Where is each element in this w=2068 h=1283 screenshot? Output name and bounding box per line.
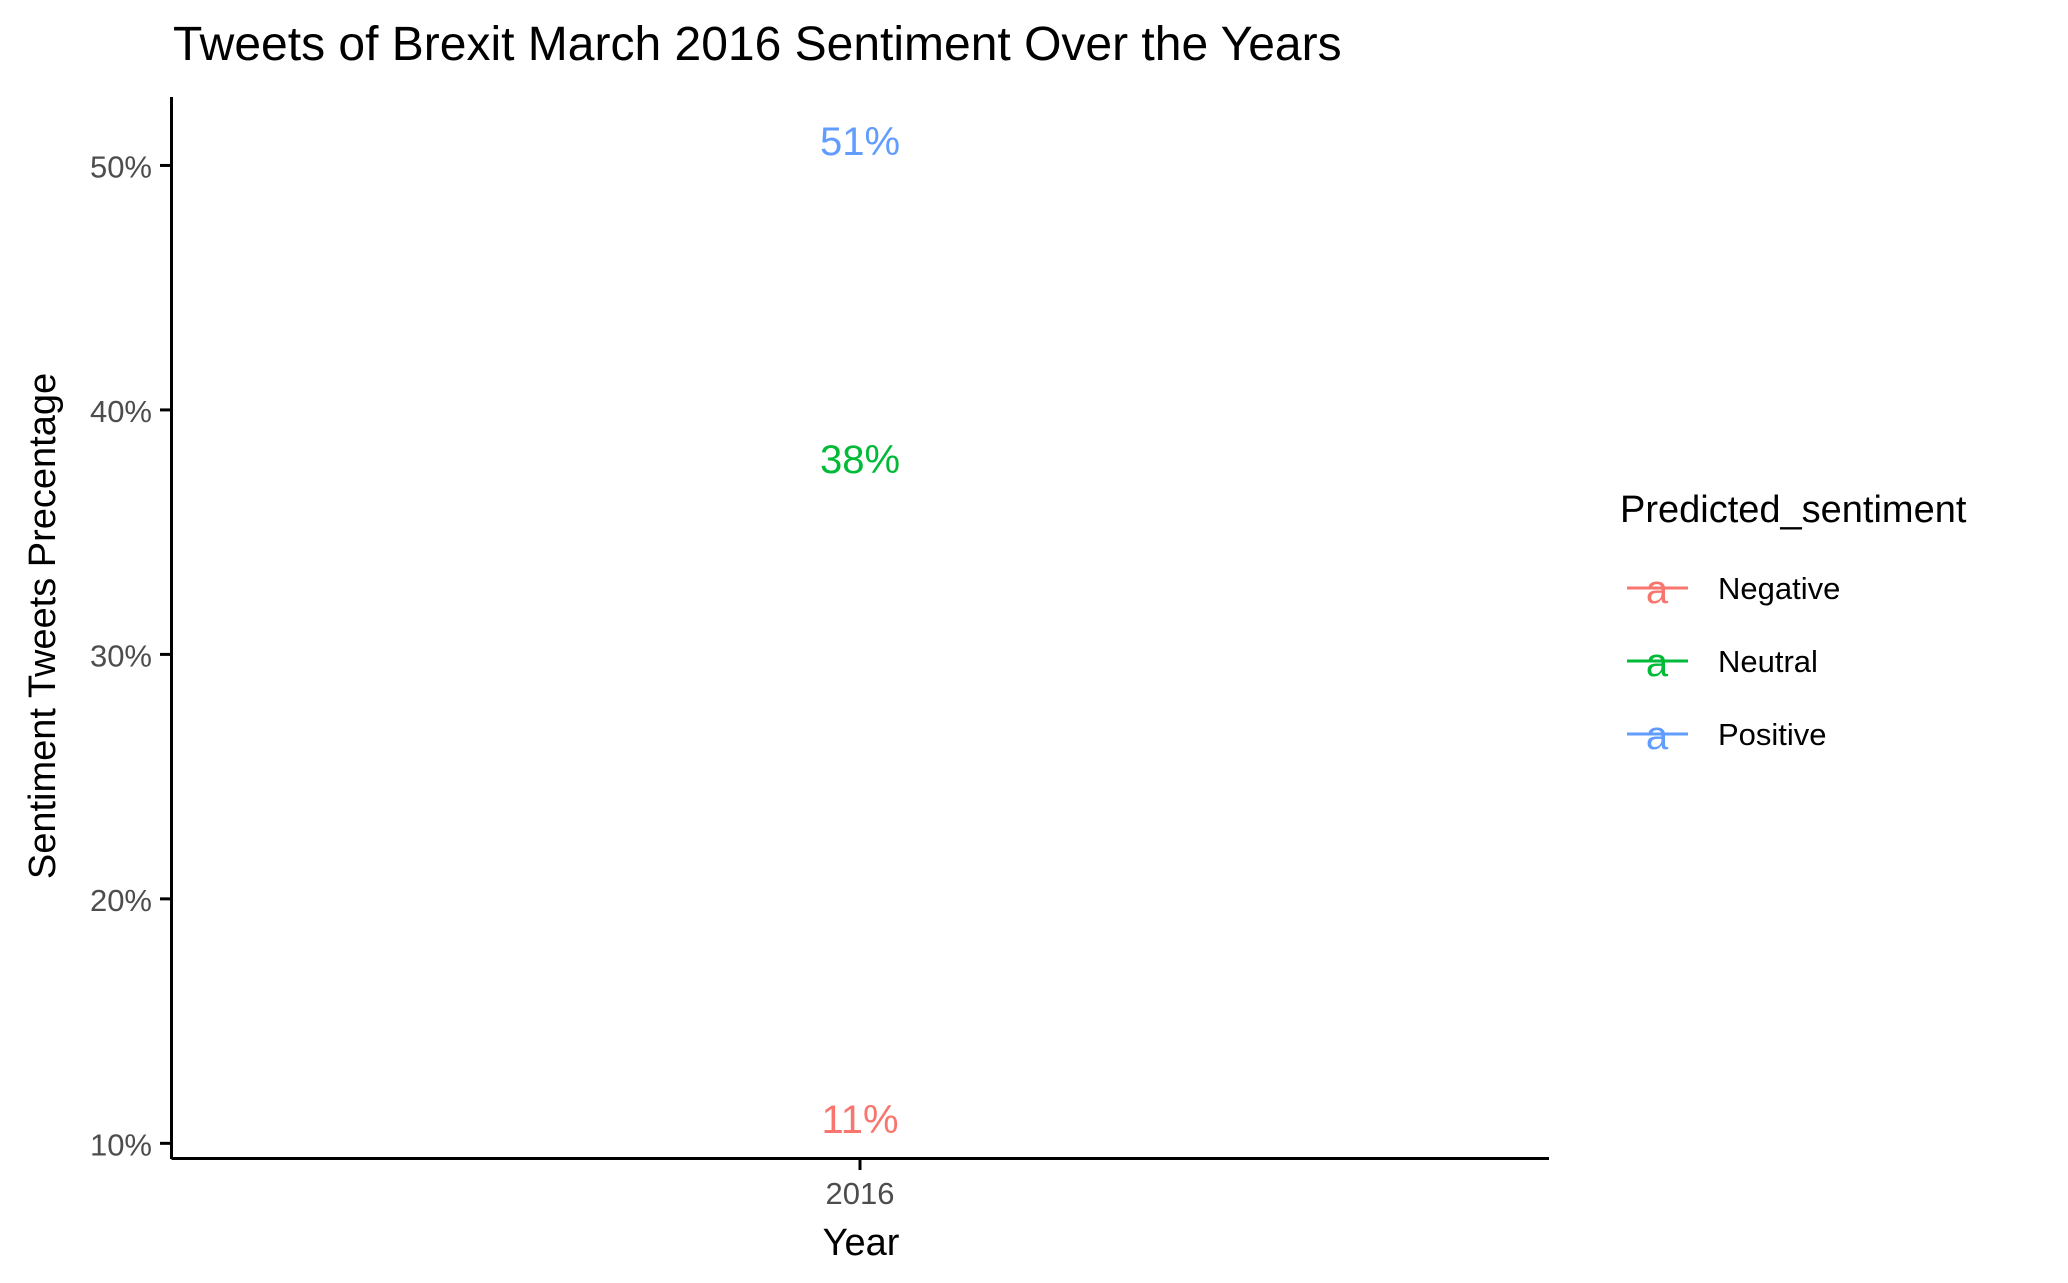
x-axis-title: Year — [823, 1222, 900, 1264]
y-tick-label: 50% — [90, 149, 152, 184]
legend-key-glyph: a — [1646, 714, 1669, 758]
data-label-positive: 51% — [820, 120, 900, 164]
legend-item-label: Neutral — [1718, 644, 1818, 679]
y-axis-ticks: 10% 20% 30% 40% 50% — [90, 149, 171, 1162]
legend-title: Predicted_sentiment — [1620, 489, 1967, 531]
x-axis-ticks: 2016 — [826, 1158, 895, 1211]
chart-title: Tweets of Brexit March 2016 Sentiment Ov… — [173, 18, 1342, 71]
x-tick-label: 2016 — [826, 1176, 895, 1211]
legend-item-label: Positive — [1718, 717, 1827, 752]
data-label-neutral: 38% — [820, 438, 900, 482]
legend: Predicted_sentiment a Negative a Neutral a Po… — [1620, 489, 1967, 758]
legend-key-glyph: a — [1646, 568, 1669, 612]
y-tick-label: 10% — [90, 1127, 152, 1162]
legend-item-neutral: a Neutral — [1627, 641, 1818, 685]
y-tick-label: 20% — [90, 883, 152, 918]
y-tick-label: 40% — [90, 394, 152, 429]
data-label-negative: 11% — [821, 1098, 898, 1142]
legend-item-label: Negative — [1718, 571, 1840, 606]
legend-item-negative: a Negative — [1627, 568, 1840, 612]
legend-item-positive: a Positive — [1627, 714, 1827, 758]
y-axis-title: Sentiment Tweets Precentage — [22, 373, 64, 879]
data-labels: 11% 38% 51% — [820, 120, 900, 1142]
legend-entries: a Negative a Neutral a Positive — [1627, 568, 1840, 758]
y-tick-label: 30% — [90, 638, 152, 673]
legend-key-glyph: a — [1646, 641, 1669, 685]
